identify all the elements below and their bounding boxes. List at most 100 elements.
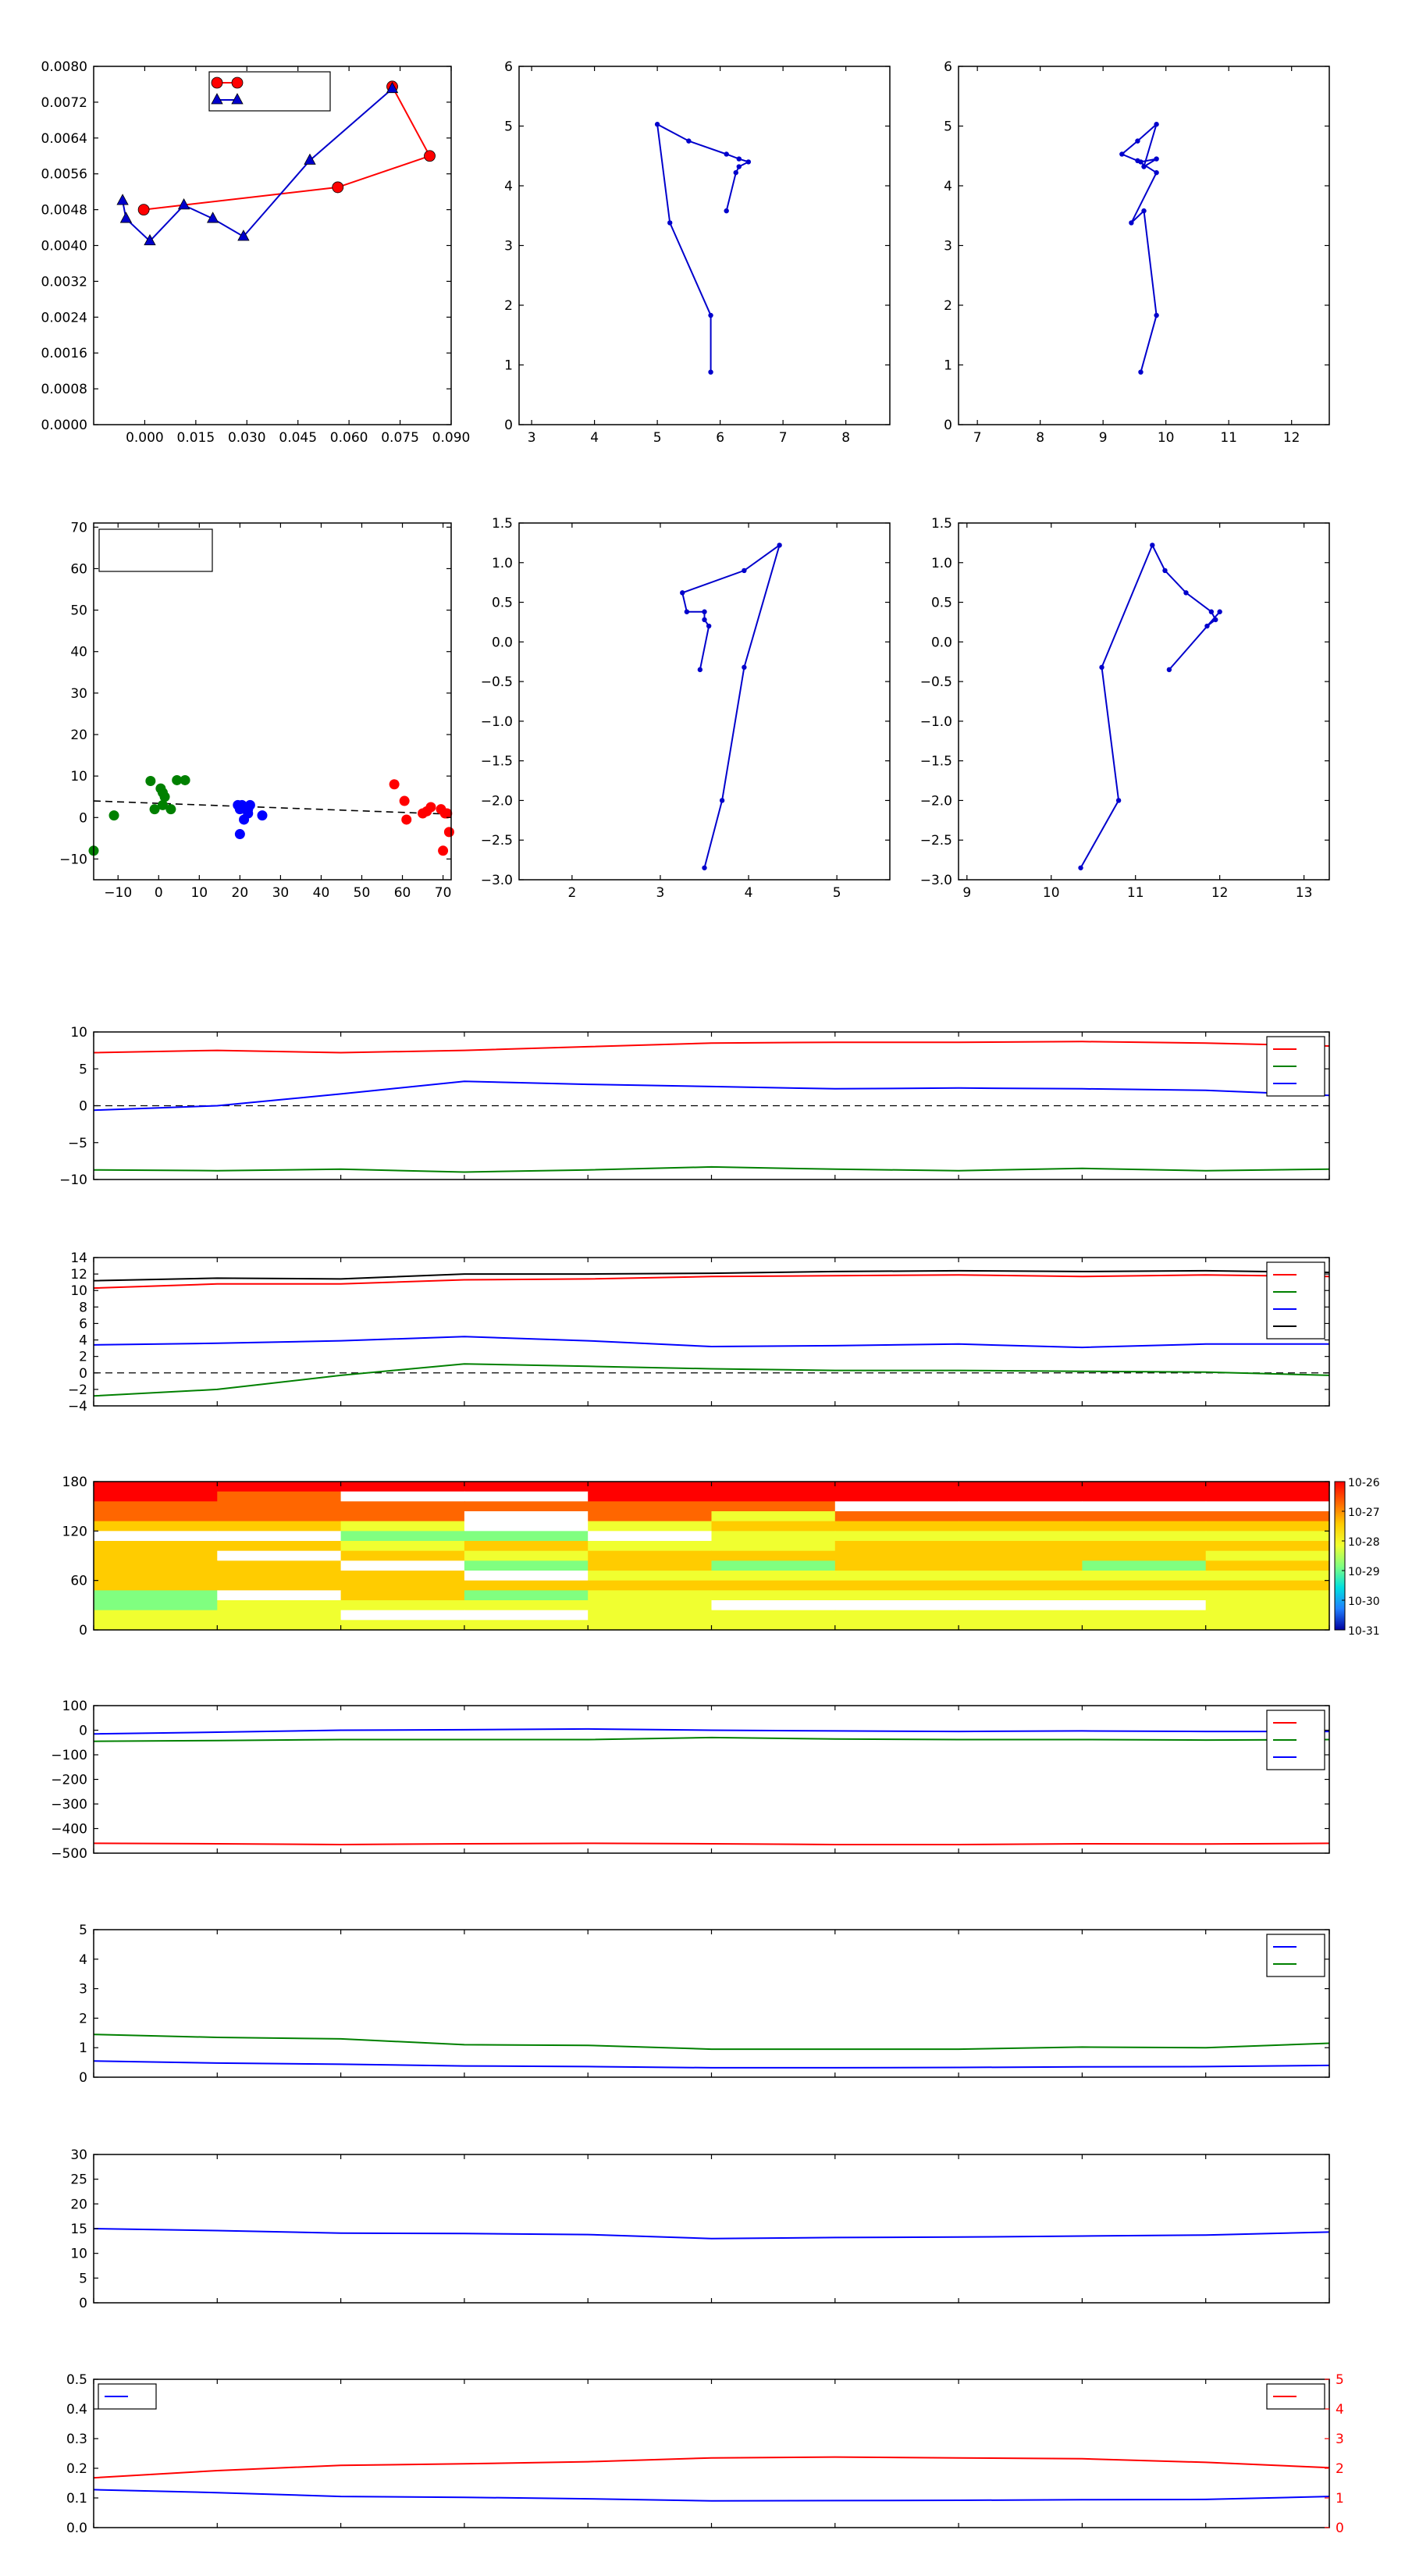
heatmap-cell — [834, 1560, 959, 1571]
heatmap-cell — [464, 1580, 589, 1591]
y-tick-label: 4 — [944, 179, 952, 194]
heatmap-cell — [1082, 1620, 1207, 1631]
y2-tick-label: 2 — [1336, 2461, 1344, 2477]
heatmap-cell — [834, 1541, 959, 1552]
y-tick-label: 30 — [70, 2147, 87, 2163]
y2-tick-label: 4 — [1336, 2402, 1344, 2418]
y-tick-label: 0 — [79, 2070, 87, 2086]
y-tick-label: 120 — [62, 1524, 87, 1539]
y-tick-label: −2.0 — [481, 793, 513, 809]
x-tick-label: 40 — [313, 885, 330, 901]
series-line — [93, 1080, 1330, 1112]
series-line — [93, 2456, 1330, 2479]
heatmap-cell — [834, 1610, 959, 1621]
heatmap-cell — [94, 1501, 218, 1512]
colorbar-tick-label: 10-27 — [1348, 1507, 1380, 1519]
heatmap-cell — [834, 1590, 959, 1601]
series-line — [93, 1727, 1329, 1735]
heatmap-cell — [959, 1560, 1083, 1571]
y-tick-label: 2 — [79, 1350, 87, 1365]
y-tick-label: −2.5 — [481, 833, 513, 849]
heatmap-cell — [1082, 1550, 1207, 1561]
heatmap-cell — [959, 1501, 1083, 1512]
series-line — [122, 87, 393, 243]
heatmap-cell — [711, 1531, 836, 1542]
y-tick-label: 0 — [79, 1623, 87, 1638]
heatmap-cell — [588, 1610, 713, 1621]
heatmap-cell — [711, 1610, 836, 1621]
heatmap-cell — [1082, 1610, 1207, 1621]
y-tick-label: 0 — [79, 2296, 87, 2311]
data-point — [724, 208, 729, 214]
data-point — [304, 153, 316, 165]
plot-frame — [93, 522, 452, 881]
heatmap-cell — [1082, 1521, 1207, 1532]
y-tick-label: 10 — [70, 769, 87, 785]
colorbar-tick-label: 10-26 — [1348, 1477, 1380, 1489]
y-tick-label: −10 — [59, 852, 87, 867]
series-line — [93, 2060, 1330, 2069]
x-tick-label: 0 — [155, 885, 163, 901]
heatmap-cell — [94, 1590, 218, 1601]
plot-frame — [93, 1929, 1330, 2078]
heatmap-cell — [464, 1511, 589, 1522]
data-point — [243, 808, 254, 819]
heatmap-cell — [217, 1531, 342, 1542]
heatmap-cell — [1082, 1491, 1207, 1502]
heatmap-cell — [217, 1511, 342, 1522]
heatmap-cell — [94, 1482, 218, 1493]
y-tick-label: 4 — [504, 179, 513, 194]
heatmap-cell — [340, 1571, 465, 1582]
x-tick-label: 2 — [567, 885, 576, 901]
x-tick-label: 0.045 — [279, 430, 317, 446]
data-point — [172, 774, 183, 785]
heatmap-cell — [711, 1560, 836, 1571]
y-tick-label: 0.0080 — [41, 59, 87, 75]
data-point — [1150, 543, 1155, 548]
data-point — [157, 799, 168, 810]
heatmap-cell — [959, 1511, 1083, 1522]
y-tick-label: 4 — [79, 1333, 87, 1349]
heatmap-cell — [588, 1541, 713, 1552]
x-tick-label: 0.000 — [126, 430, 164, 446]
data-point — [702, 609, 707, 614]
data-point — [1154, 156, 1159, 162]
data-point — [1078, 865, 1083, 870]
heatmap-cell — [959, 1600, 1083, 1611]
legend-box — [208, 71, 331, 112]
heatmap-cell — [94, 1620, 218, 1631]
y-tick-label: −1.0 — [920, 714, 952, 730]
plot-frame — [93, 1257, 1330, 1407]
data-point — [386, 81, 399, 94]
y-tick-label: −1.5 — [920, 754, 952, 770]
heatmap-cell — [464, 1620, 589, 1631]
data-point — [1141, 164, 1147, 169]
x-tick-label: 0.090 — [432, 430, 471, 446]
y-tick-label: −2 — [68, 1382, 87, 1398]
heatmap-cell — [1082, 1541, 1207, 1552]
y2-tick-label: 0 — [1336, 2521, 1344, 2536]
heatmap-cell — [711, 1590, 836, 1601]
data-point — [119, 212, 133, 223]
x-tick-label: 8 — [841, 430, 850, 446]
y-tick-label: 12 — [70, 1267, 87, 1283]
y-tick-label: 5 — [79, 1062, 87, 1077]
heatmap-cell — [340, 1491, 465, 1502]
heatmap-cell — [834, 1511, 959, 1522]
x-tick-label: 13 — [1296, 885, 1313, 901]
data-point — [442, 808, 453, 819]
heatmap-cell — [1205, 1620, 1330, 1631]
data-point — [108, 810, 119, 821]
y-tick-label: 50 — [70, 603, 87, 619]
x-tick-label: 30 — [272, 885, 290, 901]
heatmap-cell — [340, 1531, 465, 1542]
data-point — [777, 543, 782, 548]
series-line — [93, 1269, 1330, 1282]
plot-frame — [958, 66, 1330, 425]
heatmap-cell — [217, 1600, 342, 1611]
data-point — [654, 122, 660, 127]
data-point — [745, 159, 752, 165]
x-tick-label: 20 — [232, 885, 249, 901]
y-tick-label: 2 — [504, 298, 513, 314]
heatmap-cell — [94, 1560, 218, 1571]
